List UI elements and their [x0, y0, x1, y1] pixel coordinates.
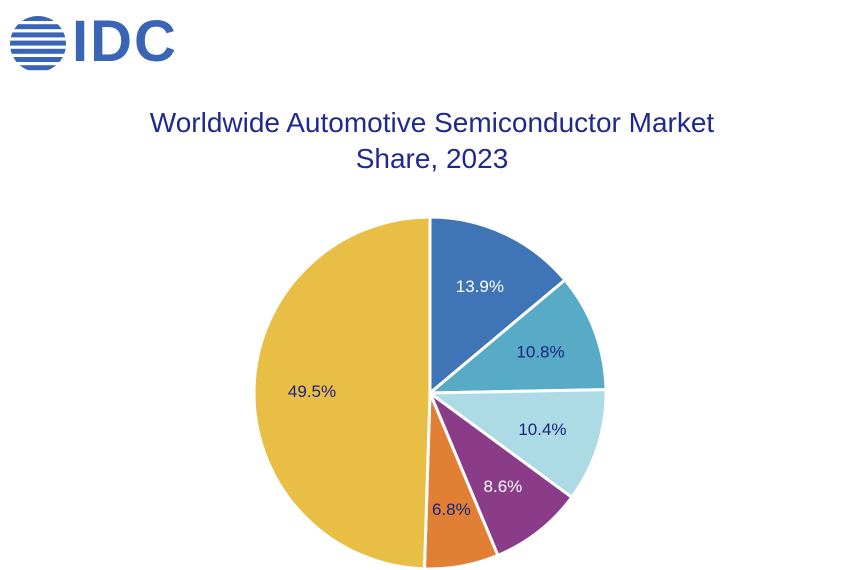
globe-stripe — [10, 24, 66, 30]
globe-stripe — [10, 32, 66, 38]
slice-label: 8.6% — [484, 477, 523, 496]
globe-stripe — [10, 40, 66, 46]
slice-label: 13.9% — [456, 277, 504, 296]
globe-stripe — [10, 48, 66, 54]
slice-label: 6.8% — [432, 500, 471, 519]
pie-slice — [426, 388, 574, 558]
idc-wordmark: IDC — [72, 9, 178, 74]
idc-logo: IDC — [8, 9, 192, 74]
pie-slice — [428, 215, 568, 397]
chart-title-line-1: Worldwide Automotive Semiconductor Marke… — [149, 107, 715, 138]
globe-stripe — [10, 57, 66, 62]
pie-slice — [425, 277, 608, 395]
chart-title-line-2: Share, 2023 — [355, 143, 509, 174]
slice-label: 10.8% — [516, 343, 564, 362]
idc-globe-icon — [10, 16, 66, 71]
slice-label: 49.5% — [288, 382, 336, 401]
globe-stripe — [10, 65, 66, 71]
pie-slice — [252, 215, 432, 570]
slice-label: 10.4% — [518, 420, 566, 439]
globe-stripe — [10, 16, 66, 21]
pie-slice — [425, 388, 608, 500]
